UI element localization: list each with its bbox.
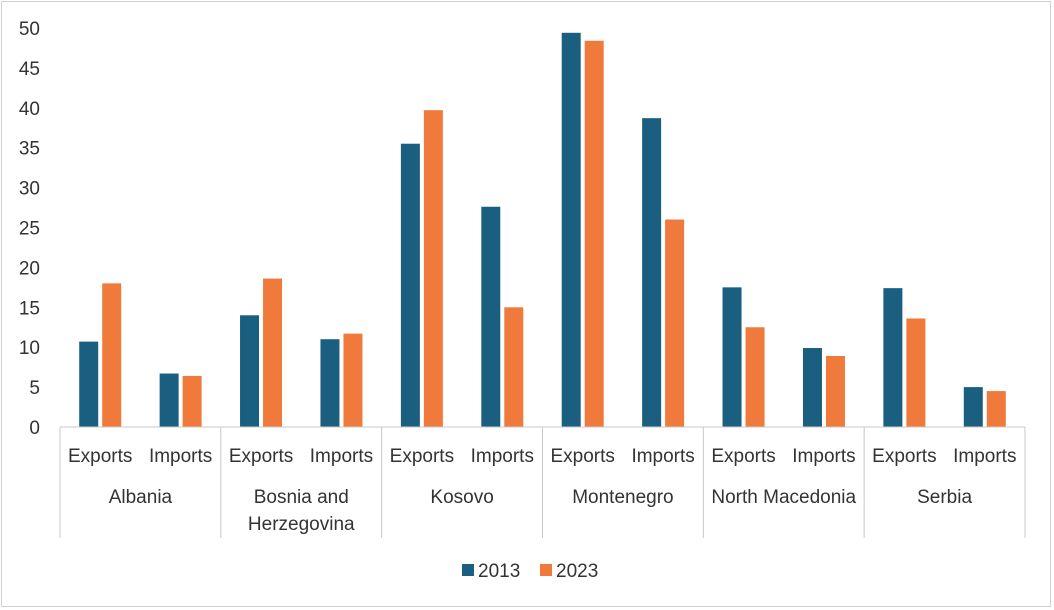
bar-2013-0 [79, 341, 99, 427]
y-tick-label: 20 [19, 258, 40, 279]
category-label: Imports [310, 446, 373, 467]
bar-2013-3 [320, 339, 340, 427]
bar-2023-9 [825, 355, 845, 427]
bar-2023-10 [906, 318, 926, 427]
bar-2023-0 [102, 283, 122, 427]
bar-2013-9 [802, 347, 822, 427]
y-tick-label: 15 [19, 298, 40, 319]
y-tick-label: 30 [19, 179, 40, 200]
category-label: Exports [390, 446, 454, 467]
group-label: Albania [109, 487, 173, 508]
group-label: Serbia [917, 487, 972, 508]
group-label: Bosnia and [254, 487, 349, 508]
bar-2013-1 [159, 373, 179, 427]
y-tick-label: 50 [19, 19, 40, 40]
legend-label-2013: 2013 [478, 561, 520, 582]
category-label: Exports [711, 446, 775, 467]
y-tick-label: 45 [19, 59, 40, 80]
category-label: Exports [872, 446, 936, 467]
legend-label-2023: 2023 [556, 561, 598, 582]
bar-2023-3 [343, 333, 363, 427]
bar-2013-8 [722, 287, 742, 427]
group-label: Kosovo [430, 487, 493, 508]
bar-2013-11 [963, 387, 983, 427]
category-label: Imports [953, 446, 1016, 467]
bar-2023-2 [263, 278, 283, 427]
bar-2023-11 [986, 391, 1006, 427]
y-tick-label: 35 [19, 139, 40, 160]
category-label: Exports [550, 446, 614, 467]
y-tick-label: 10 [19, 338, 40, 359]
group-label: Herzegovina [248, 514, 355, 535]
category-label: Imports [471, 446, 534, 467]
bar-2023-5 [504, 307, 524, 427]
legend-swatch-2013 [462, 564, 474, 576]
bar-2013-4 [400, 143, 420, 427]
y-axis: 0 5 10 15 20 25 30 35 40 45 50 [19, 19, 40, 439]
bar-2013-10 [883, 288, 903, 427]
bar-2013-7 [642, 118, 662, 427]
category-label: Exports [68, 446, 132, 467]
plot-area [79, 32, 1006, 428]
bar-2013-6 [561, 32, 581, 428]
bar-2023-6 [584, 40, 604, 427]
legend: 2013 2023 [462, 561, 598, 582]
category-label: Imports [631, 446, 694, 467]
bar-2023-7 [665, 219, 685, 427]
group-label: North Macedonia [711, 487, 856, 508]
bar-2013-5 [481, 206, 501, 427]
category-label: Imports [149, 446, 212, 467]
bar-2023-4 [423, 110, 443, 427]
legend-swatch-2023 [540, 564, 552, 576]
bar-2023-1 [182, 375, 202, 427]
bar-2023-8 [745, 327, 765, 427]
group-label: Montenegro [572, 487, 673, 508]
category-label: Imports [792, 446, 855, 467]
y-tick-label: 25 [19, 219, 40, 240]
y-tick-label: 0 [29, 418, 40, 439]
y-tick-label: 5 [29, 378, 40, 399]
category-label: Exports [229, 446, 293, 467]
y-tick-label: 40 [19, 99, 40, 120]
x-axis: Exports Imports Albania Exports Imports Bosni… [59, 426, 1026, 538]
bar-2013-2 [240, 315, 260, 427]
